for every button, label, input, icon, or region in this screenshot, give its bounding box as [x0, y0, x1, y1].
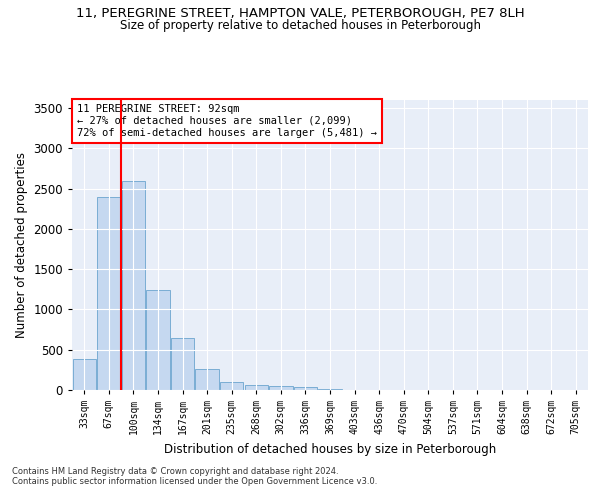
Bar: [196, 370, 219, 390]
Bar: [220, 382, 244, 390]
Bar: [122, 180, 145, 390]
Bar: [97, 196, 121, 390]
Text: Contains HM Land Registry data © Crown copyright and database right 2024.: Contains HM Land Registry data © Crown c…: [12, 467, 338, 476]
Text: 11, PEREGRINE STREET, HAMPTON VALE, PETERBOROUGH, PE7 8LH: 11, PEREGRINE STREET, HAMPTON VALE, PETE…: [76, 8, 524, 20]
Bar: [73, 358, 96, 390]
Bar: [245, 385, 268, 390]
Text: Size of property relative to detached houses in Peterborough: Size of property relative to detached ho…: [119, 19, 481, 32]
Text: Distribution of detached houses by size in Peterborough: Distribution of detached houses by size …: [164, 442, 496, 456]
Text: Contains public sector information licensed under the Open Government Licence v3: Contains public sector information licen…: [12, 477, 377, 486]
Y-axis label: Number of detached properties: Number of detached properties: [15, 152, 28, 338]
Text: 11 PEREGRINE STREET: 92sqm
← 27% of detached houses are smaller (2,099)
72% of s: 11 PEREGRINE STREET: 92sqm ← 27% of deta…: [77, 104, 377, 138]
Bar: [269, 386, 293, 390]
Bar: [319, 389, 341, 390]
Bar: [146, 290, 170, 390]
Bar: [294, 387, 317, 390]
Bar: [171, 338, 194, 390]
